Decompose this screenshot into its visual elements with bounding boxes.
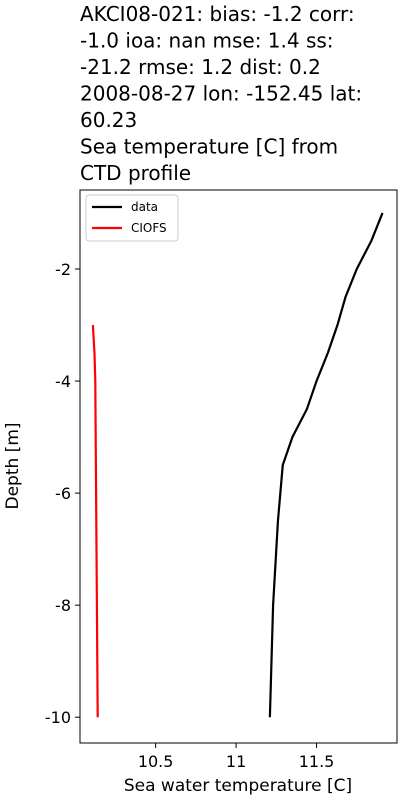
data-line	[91, 324, 99, 718]
chart-title: CTD profile	[80, 161, 191, 185]
x-tick-label: 11	[226, 752, 246, 771]
x-axis-label: Sea water temperature [C]	[124, 776, 352, 796]
chart-title: -1.0 ioa: nan mse: 1.4 ss:	[80, 29, 334, 53]
legend-label: CIOFS	[131, 221, 167, 235]
y-tick-label: -6	[55, 484, 71, 503]
legend-label: data	[131, 200, 158, 214]
x-tick-label: 11.5	[299, 752, 335, 771]
chart-title: AKCI08-021: bias: -1.2 corr:	[80, 2, 355, 26]
x-tick-label: 10.5	[138, 752, 174, 771]
legend: data CIOFS	[85, 194, 179, 242]
y-axis-label: Depth [m]	[3, 422, 23, 509]
y-tick-label: -2	[55, 260, 71, 279]
y-tick-label: -4	[55, 372, 71, 391]
y-tick-label: -10	[45, 708, 71, 727]
chart-title: 60.23	[80, 108, 137, 132]
chart-title: Sea temperature [C] from	[80, 135, 338, 159]
chart-title: 2008-08-27 lon: -152.45 lat:	[80, 82, 362, 106]
data-line	[268, 212, 384, 718]
chart-title: -21.2 rmse: 1.2 dist: 0.2	[80, 55, 321, 79]
y-tick-label: -8	[55, 596, 71, 615]
plot-frame	[79, 189, 398, 744]
